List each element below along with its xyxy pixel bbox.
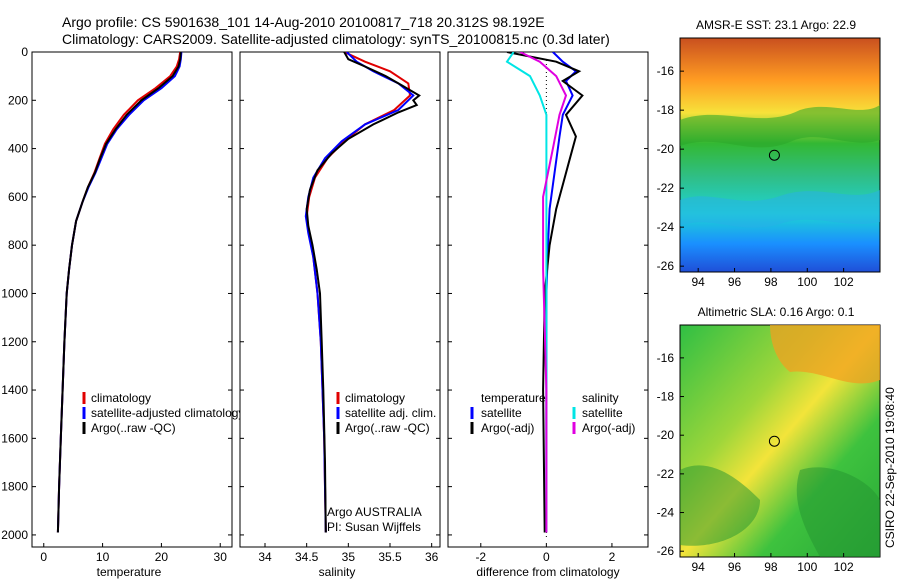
map-y-tick-label: -22 [657, 181, 675, 195]
temperature-legend: climatology satellite-adjusted climatolo… [82, 391, 244, 435]
x-tick-label: -2 [475, 550, 486, 564]
sst-map-pattern [680, 190, 880, 228]
sla-map-title: Altimetric SLA: 0.16 Argo: 0.1 [698, 305, 855, 319]
y-tick-label: 400 [8, 142, 28, 156]
salinity-legend: climatology satellite adj. clim. Argo(..… [336, 391, 436, 435]
series-line-argo-raw-qc- [56, 52, 182, 533]
series-line-argo-raw-qc- [305, 52, 421, 533]
x-tick-label: 30 [214, 550, 228, 564]
x-tick-label: 0 [543, 550, 550, 564]
map-x-tick-label: 102 [834, 275, 854, 289]
difference-panel: -2 0 2 difference from climatology tempera… [447, 51, 649, 579]
y-tick-label: 600 [8, 190, 28, 204]
map-y-tick-label: -18 [657, 390, 675, 404]
map-y-tick-label: -24 [657, 220, 675, 234]
salinity-panel: 34 34.5 35 35.5 36 salinity climatology sate… [239, 51, 441, 579]
legend-clim: climatology [345, 391, 405, 405]
temperature-axes [31, 51, 233, 548]
legend-temp-argo: Argo(-adj) [481, 421, 534, 435]
map-x-tick-label: 100 [797, 560, 817, 574]
y-tick-label: 800 [8, 238, 28, 252]
x-tick-label: 20 [155, 550, 169, 564]
temperature-xlabel: temperature [97, 565, 162, 579]
map-y-tick-label: -24 [657, 506, 675, 520]
x-tick-label: 36 [425, 550, 439, 564]
y-tick-label: 1200 [1, 335, 28, 349]
legend-sat: satellite-adjusted climatology [91, 406, 244, 420]
map-x-tick-label: 96 [728, 560, 742, 574]
x-tick-label: 34.5 [295, 550, 319, 564]
series-line-salinity-satellite [505, 52, 548, 533]
map-x-tick-label: 94 [692, 560, 706, 574]
difference-legend-salinity: salinity satellite Argo(-adj) [572, 391, 635, 435]
map-y-tick-label: -26 [657, 259, 675, 273]
y-tick-label: 2000 [1, 528, 28, 542]
map-y-tick-label: -18 [657, 103, 675, 117]
sla-map-panel: Altimetric SLA: 0.16 Argo: 0.1 94 96 98 100… [657, 305, 881, 574]
difference-legend-temperature: temperature satellite Argo(-adj) [470, 391, 546, 435]
map-x-tick-label: 100 [797, 275, 817, 289]
x-tick-label: 34 [258, 550, 272, 564]
y-tick-label: 1600 [1, 431, 28, 445]
map-y-tick-label: -16 [657, 351, 675, 365]
legend-argo: Argo(..raw -QC) [345, 421, 430, 435]
sla-map-pattern [796, 467, 880, 557]
legend-sal-argo: Argo(-adj) [582, 421, 635, 435]
salinity-axes [239, 51, 441, 548]
sst-map-pattern [680, 105, 880, 148]
legend-argo: Argo(..raw -QC) [91, 421, 176, 435]
map-x-tick-label: 102 [834, 560, 854, 574]
temperature-panel: 0 10 20 30 0 200 400 600 800 1000 1200 1400 1600 1800… [1, 45, 244, 579]
map-y-tick-label: -20 [657, 142, 675, 156]
map-x-tick-label: 98 [764, 275, 778, 289]
argo-location-marker [768, 149, 780, 161]
sla-map-pattern [680, 465, 760, 546]
legend-temp-heading: temperature [481, 391, 546, 405]
legend-sat: satellite adj. clim. [345, 406, 436, 420]
map-x-tick-label: 98 [764, 560, 778, 574]
x-tick-label: 10 [96, 550, 110, 564]
difference-axes [447, 51, 649, 548]
x-tick-label: 0 [40, 550, 47, 564]
legend-clim: climatology [91, 391, 151, 405]
map-y-tick-label: -22 [657, 467, 675, 481]
salinity-xlabel: salinity [319, 565, 356, 579]
map-x-tick-label: 96 [728, 275, 742, 289]
y-tick-label: 1400 [1, 383, 28, 397]
side-timestamp: CSIRO 22-Sep-2010 19:08:40 [883, 387, 897, 548]
y-tick-label: 1800 [1, 480, 28, 494]
sla-map-pattern [770, 325, 880, 384]
legend-sal-sat: satellite [582, 406, 623, 420]
series-line-salinity-argo-adj- [519, 52, 568, 533]
annotation-pi: PI: Susan Wijffels [327, 520, 421, 534]
sst-map-image [679, 37, 881, 273]
y-tick-label: 0 [21, 45, 28, 59]
annotation-argo-australia: Argo AUSTRALIA [327, 505, 422, 519]
x-tick-label: 35.5 [378, 550, 402, 564]
argo-location-marker [768, 435, 780, 447]
x-tick-label: 35 [342, 550, 356, 564]
map-y-tick-label: -16 [657, 64, 675, 78]
y-tick-label: 1000 [1, 286, 28, 300]
map-x-tick-label: 94 [692, 275, 706, 289]
sst-map-panel: AMSR-E SST: 23.1 Argo: 22.9 94 96 98 100 102… [657, 18, 881, 289]
legend-temp-sat: satellite [481, 406, 522, 420]
map-y-tick-label: -20 [657, 428, 675, 442]
legend-sal-heading: salinity [582, 391, 619, 405]
title-line2: Climatology: CARS2009. Satellite-adjuste… [62, 31, 610, 47]
sst-map-title: AMSR-E SST: 23.1 Argo: 22.9 [696, 18, 856, 32]
y-tick-label: 200 [8, 93, 28, 107]
x-tick-label: 2 [609, 550, 616, 564]
difference-xlabel: difference from climatology [476, 565, 619, 579]
map-y-tick-label: -26 [657, 544, 675, 558]
title-line1: Argo profile: CS 5901638_101 14-Aug-2010… [62, 14, 545, 30]
